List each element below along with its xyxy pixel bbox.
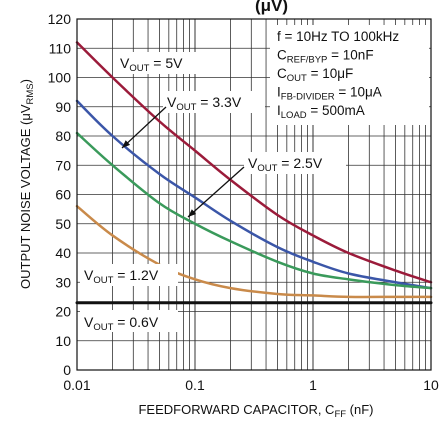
x-tick-label: 10 — [423, 377, 439, 393]
y-tick-label: 50 — [55, 216, 71, 232]
condition-line: IFB-DIVIDER = 10μA — [277, 85, 382, 103]
plot-frame — [76, 18, 432, 371]
y-tick-label: 30 — [55, 274, 71, 290]
y-axis-title: OUTPUT NOISE VOLTAGE (μVRMS) — [18, 79, 36, 289]
arrow-head — [188, 209, 197, 217]
y-tick-label: 90 — [55, 99, 71, 115]
condition-line: ILOAD = 500mA — [277, 103, 365, 121]
series-line — [75, 204, 433, 299]
y-tick-label: 120 — [48, 11, 72, 27]
annotation-arrow — [187, 166, 245, 218]
title-fragment: (μV) — [255, 0, 288, 15]
y-tick-label: 100 — [48, 70, 72, 86]
y-tick-label: 80 — [55, 128, 71, 144]
series-label: VOUT = 3.3V — [167, 94, 242, 113]
x-tick-label: 0.1 — [185, 377, 205, 393]
y-tick-label: 70 — [55, 157, 71, 173]
series-label-bg — [244, 152, 346, 174]
condition-line: f = 10Hz TO 100kHz — [277, 29, 399, 44]
y-tick-label: 60 — [55, 187, 71, 203]
series-label-bg — [163, 91, 265, 113]
arrow-head — [122, 140, 131, 148]
condition-line: CREF/BYP = 10nF — [277, 48, 374, 66]
series-line — [75, 41, 433, 284]
condition-line: COUT = 10μF — [277, 66, 353, 84]
y-tick-label: 110 — [49, 40, 72, 56]
series-labels: VOUT = 5V VOUT = 3.3V VOUT = 2.5V VOUT = 1.… — [80, 52, 346, 333]
series-layer — [75, 41, 433, 305]
series-label: VOUT = 1.2V — [84, 267, 159, 286]
series-label: VOUT = 5V — [120, 55, 183, 74]
series-label: VOUT = 2.5V — [248, 155, 323, 174]
series-line — [75, 131, 433, 290]
x-tick-label: 1 — [309, 377, 317, 393]
series-label: VOUT = 0.6V — [84, 314, 159, 333]
series-label-bg — [80, 264, 178, 286]
y-tick-label: 40 — [55, 245, 71, 261]
y-tick-label: 20 — [55, 304, 71, 320]
conditions-box — [270, 25, 429, 125]
series-line — [75, 99, 433, 290]
y-tick-label: 0 — [63, 362, 71, 378]
x-tick-label: 0.01 — [63, 377, 90, 393]
x-axis-title: FEEDFORWARD CAPACITOR, CFF (nF) — [138, 402, 373, 420]
y-tick-label: 10 — [55, 333, 71, 349]
series-label-bg — [80, 310, 178, 332]
annotation-arrow — [121, 106, 167, 149]
series-label-bg — [116, 52, 206, 74]
